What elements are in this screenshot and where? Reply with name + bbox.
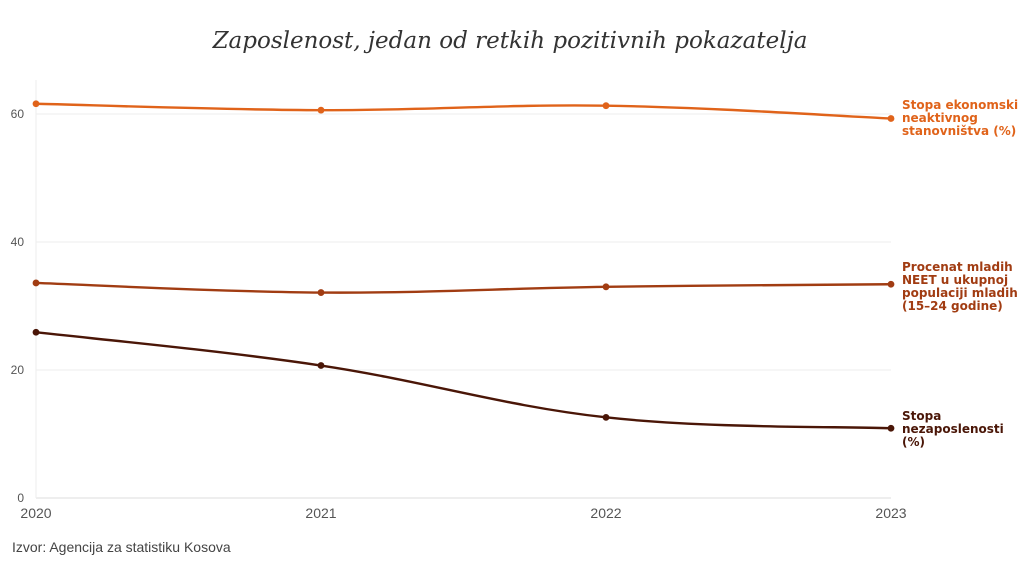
series-label-line: NEET u ukupnoj [902,273,1008,287]
series-label-line: stanovništva (%) [902,124,1016,138]
data-point-1-0 [32,279,40,287]
data-point-2-0 [32,328,40,336]
data-point-1-3 [887,280,895,288]
data-point-0-1 [317,106,325,114]
series-label-line: populaciji mladih [902,286,1018,300]
series-label-line: nezaposlenosti [902,422,1004,436]
axes: 0 20 40 60 2020 2021 2022 2023 [11,80,907,521]
series-line-0 [34,102,893,120]
chart-title: Zaposlenost, jedan od retkih pozitivnih … [212,28,808,54]
y-tick-label: 0 [17,491,24,505]
series-label-1: Procenat mladih NEET u ukupnoj populaciji … [902,260,1018,313]
x-tick-label: 2022 [590,505,621,521]
series-label-line: (15–24 godine) [902,299,1003,313]
data-point-0-3 [887,115,895,122]
series-lines [32,100,895,432]
x-tick-label: 2023 [875,505,906,521]
series-label-line: (%) [902,435,925,449]
series-line-2 [34,331,893,430]
grid-lines [36,113,891,499]
data-point-0-0 [32,100,40,108]
source-note: Izvor: Agencija za statistiku Kosova [12,539,231,555]
series-line-1 [34,281,893,294]
series-labels: Stopa ekonomski neaktivnog stanovništva (%… [902,98,1018,449]
x-tick-label: 2020 [20,505,51,521]
data-point-2-3 [887,424,895,432]
series-label-line: Procenat mladih [902,260,1013,274]
data-point-0-2 [602,102,610,110]
series-label-2: Stopa nezaposlenosti (%) [902,409,1004,449]
x-tick-label: 2021 [305,505,336,521]
data-point-1-1 [317,289,325,296]
data-point-2-1 [317,362,325,369]
y-tick-label: 60 [11,107,25,121]
series-label-0: Stopa ekonomski neaktivnog stanovništva (%… [902,98,1018,138]
data-point-1-2 [602,283,610,291]
series-label-line: neaktivnog [902,111,978,125]
series-label-line: Stopa ekonomski [902,98,1018,112]
y-tick-label: 40 [11,235,25,249]
series-label-line: Stopa [902,409,941,423]
data-point-2-2 [602,413,610,421]
y-tick-label: 20 [11,363,25,377]
